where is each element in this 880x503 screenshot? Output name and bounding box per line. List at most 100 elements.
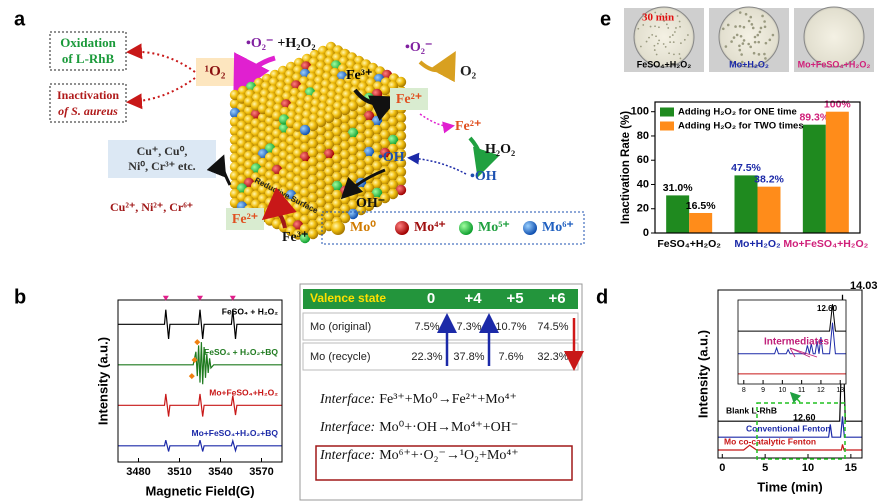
y-axis-label: Intensity (a.u.): [695, 330, 710, 418]
bar: [666, 195, 690, 233]
species: OH⁻: [356, 196, 385, 211]
outcome-text: of L-RhB: [62, 51, 115, 66]
colony: [679, 57, 682, 60]
colony: [637, 27, 640, 30]
sphere: [379, 192, 391, 204]
colony: [658, 39, 660, 42]
charts: 02040608010031.0%47.5%89.3%16.5%38.2%100…: [95, 98, 877, 498]
sphere: [387, 152, 399, 164]
colony: [732, 36, 736, 39]
colony: [744, 12, 748, 16]
plot-frame: [654, 101, 861, 234]
species-box: [390, 88, 428, 110]
colony: [656, 42, 659, 45]
sphere: [395, 166, 407, 178]
colony: [651, 34, 654, 36]
colony: [741, 42, 745, 45]
outcome-text: of S. aureus: [58, 104, 118, 118]
sphere: [395, 175, 407, 187]
sphere: [315, 116, 327, 128]
sphere: [363, 137, 375, 149]
sphere: [387, 179, 399, 191]
sphere: [307, 147, 319, 159]
legend-label: Mo⁶⁺: [542, 220, 574, 235]
colony: [669, 36, 671, 38]
sphere: [347, 100, 359, 112]
equation-label: Interface:: [319, 392, 375, 407]
cell: 22.3%: [411, 351, 442, 363]
colony: [747, 42, 750, 46]
colony: [673, 53, 675, 56]
sphere: [331, 162, 343, 174]
series-label: FeSO₄ + H₂O₂+BQ: [204, 347, 278, 357]
species: +H₂O₂: [277, 36, 315, 51]
panel-a: Oxidation of L-RhB Inactivation of S. au…: [49, 31, 585, 245]
colony: [756, 33, 760, 37]
sphere: [323, 184, 335, 196]
legend-label: Adding H₂O₂ for TWO times: [678, 121, 804, 132]
colony: [735, 33, 739, 37]
sphere: [307, 192, 319, 204]
sphere: [339, 158, 351, 170]
x-tick-label: 8: [742, 387, 746, 394]
sphere: [299, 223, 311, 235]
arrow: [233, 52, 276, 97]
colony: [738, 44, 741, 48]
colony: [734, 25, 737, 28]
colony: [639, 45, 642, 48]
sphere: [323, 130, 335, 142]
series-label: FeSO₄ + H₂O₂: [222, 307, 278, 317]
y-axis-label: Intensity (a.u.): [95, 337, 110, 425]
cell: 7.6%: [498, 351, 523, 363]
colony: [768, 38, 772, 42]
peak-marker: [191, 356, 198, 363]
colony: [763, 20, 766, 23]
sphere: [323, 193, 335, 205]
species: •OH: [378, 150, 405, 165]
colony: [740, 53, 743, 56]
photo-label: Mo+FeSO₄+H₂O₂: [798, 59, 871, 69]
arrow: [468, 136, 500, 178]
sphere: [395, 76, 407, 88]
trace: [118, 438, 282, 453]
sphere: [371, 196, 383, 208]
x-tick-label: 3480: [126, 466, 150, 478]
panel-label: e: [600, 8, 611, 30]
x-tick-label: 10: [802, 462, 814, 474]
x-axis-label: Time (min): [757, 479, 823, 494]
photo-label: Mo+H₂O₂: [729, 59, 769, 69]
sphere: [323, 166, 335, 178]
sphere: [307, 219, 319, 231]
sphere: [315, 143, 327, 155]
sphere: [355, 123, 367, 135]
panel-label: a: [14, 8, 26, 30]
colony: [660, 13, 662, 16]
legend-label: Adding H₂O₂ for ONE time: [678, 107, 797, 118]
sphere: [307, 228, 319, 240]
sphere: [315, 188, 327, 200]
trace: [118, 393, 282, 417]
sphere: [323, 121, 335, 133]
colony: [753, 35, 757, 39]
legend-swatch: [660, 121, 674, 131]
colony: [771, 33, 775, 37]
colony: [724, 45, 728, 48]
sphere: [331, 135, 343, 147]
sphere: [347, 199, 359, 211]
outcome-text: Oxidation: [60, 35, 116, 50]
colony: [757, 40, 761, 44]
sphere: [395, 130, 407, 142]
colony: [726, 23, 730, 27]
x-tick-label: Mo+H₂O₂: [734, 238, 781, 250]
inset-bg: [738, 300, 846, 384]
series-label: Blank L-RhB: [726, 405, 777, 415]
sphere: [339, 140, 351, 152]
sphere: [299, 133, 311, 145]
colony: [738, 11, 742, 14]
colony: [658, 26, 660, 29]
colony: [664, 45, 667, 48]
sphere: [387, 170, 399, 182]
trace: [118, 342, 282, 385]
zoom-arrow: [789, 391, 802, 404]
trace: [738, 304, 846, 332]
